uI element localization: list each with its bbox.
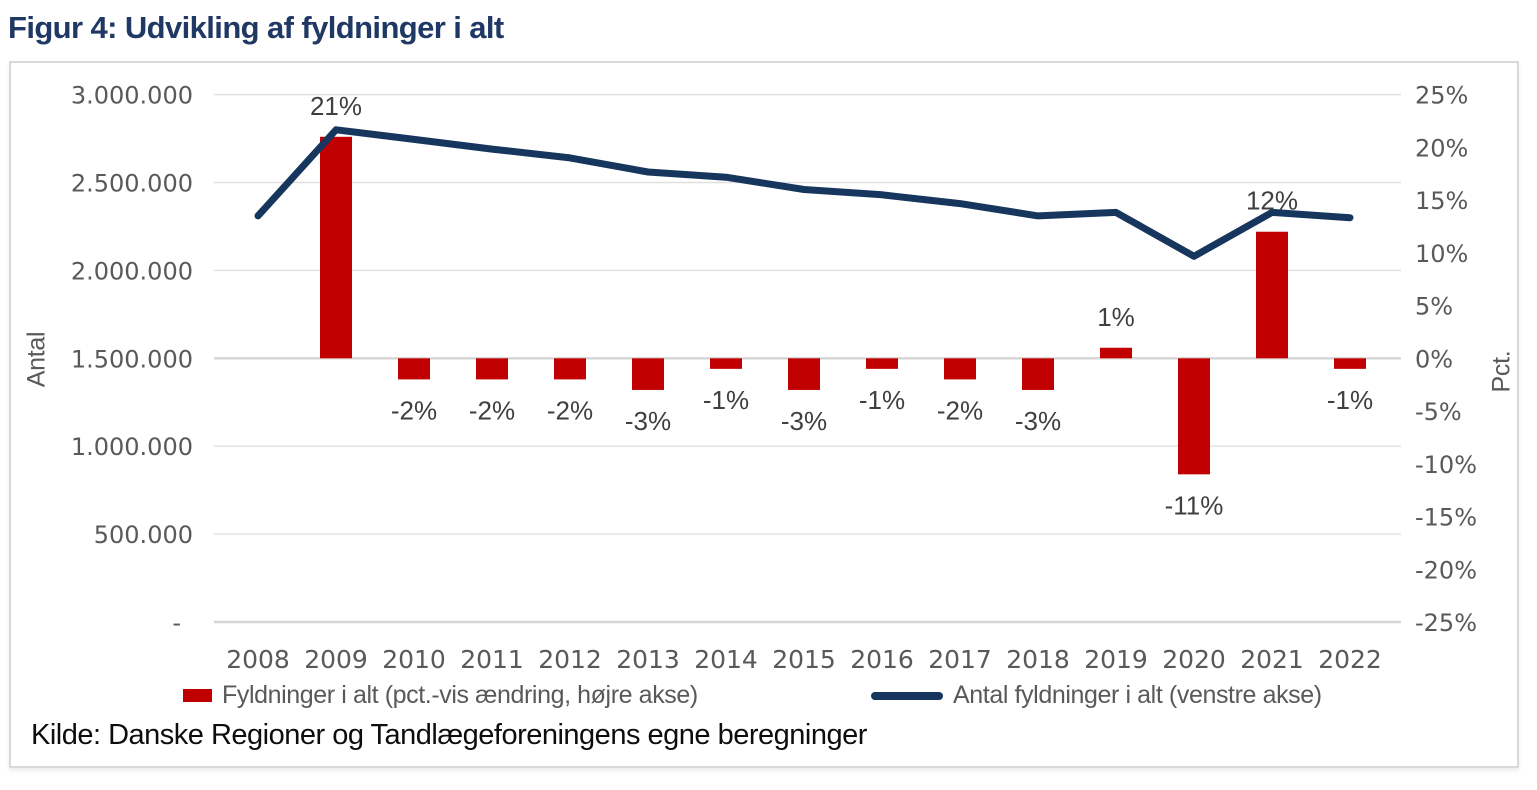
bar-2013 (632, 358, 664, 390)
bar-2011 (476, 358, 508, 380)
line-series (254, 126, 1354, 260)
bar-data-label: -1% (703, 385, 749, 415)
x-axis-tick: 2008 (226, 645, 290, 674)
right-axis-tick: -20% (1415, 556, 1477, 584)
bar-2021 (1256, 231, 1288, 359)
right-axis-tick: 15% (1415, 187, 1468, 215)
x-axis-tick: 2016 (850, 645, 914, 674)
bar-2018 (1022, 358, 1054, 390)
x-axis-tick: 2010 (382, 645, 446, 674)
legend-label-bars: Fyldninger i alt (pct.-vis ændring, højr… (222, 681, 698, 709)
right-axis-tick: -15% (1415, 504, 1477, 532)
bar-data-label: -11% (1165, 490, 1224, 520)
bar-data-label: -2% (469, 395, 515, 425)
bar-data-label: 1% (1097, 302, 1135, 332)
left-axis-tick: 2.000.000 (71, 257, 193, 285)
left-axis-tick: 3.000.000 (71, 82, 193, 110)
left-axis-tick: 1.000.000 (71, 433, 193, 461)
right-axis-tick: 25% (1415, 82, 1468, 110)
source-note: Kilde: Danske Regioner og Tandlægeforeni… (31, 719, 867, 751)
bar-data-label: -3% (1015, 406, 1061, 436)
bar-data-label: -3% (781, 406, 827, 436)
bar-2012 (554, 358, 586, 380)
bar-2014 (710, 358, 742, 369)
right-axis-tick: 5% (1415, 293, 1453, 321)
x-axis-tick: 2018 (1006, 645, 1070, 674)
left-axis-tick: 500.000 (94, 521, 193, 549)
bar-2022 (1334, 358, 1366, 369)
bar-2010 (398, 358, 430, 380)
bar-data-label: -2% (391, 395, 437, 425)
right-axis-tick: -5% (1415, 398, 1462, 426)
legend-item-line: Antal fyldninger i alt (venstre akse) (871, 681, 1322, 710)
x-axis-tick: 2015 (772, 645, 836, 674)
right-axis-tick: -10% (1415, 451, 1477, 479)
right-axis-tick: -25% (1415, 609, 1477, 637)
x-axis-tick: 2021 (1240, 645, 1304, 674)
right-axis-tick: 0% (1415, 345, 1453, 373)
bar-data-label: -1% (859, 385, 905, 415)
bar-2019 (1100, 347, 1132, 359)
bar-2015 (788, 358, 820, 390)
right-axis-tick: 20% (1415, 134, 1468, 162)
x-axis-tick: 2022 (1318, 645, 1382, 674)
bar-2009 (320, 136, 352, 359)
bar-data-label: -1% (1327, 385, 1373, 415)
legend-item-bars: Fyldninger i alt (pct.-vis ændring, højr… (183, 681, 698, 710)
chart-container: 21% -2% -2% -2% -3% -1% -3% -1% -2% -3% 1% -11% 12% -… (9, 61, 1519, 768)
bar-data-label: 12% (1246, 186, 1298, 216)
x-axis-tick: 2020 (1162, 645, 1226, 674)
bar-2016 (866, 358, 898, 369)
figure-title: Figur 4: Udvikling af fyldninger i alt (8, 10, 504, 45)
x-axis-tick: 2011 (460, 645, 524, 674)
left-axis-tick: 2.500.000 (71, 170, 193, 198)
bar-data-label: 21% (310, 91, 362, 121)
left-axis-title: Antal (22, 331, 51, 388)
x-axis-tick: 2012 (538, 645, 602, 674)
bar-data-label: -2% (937, 395, 983, 425)
x-axis-tick: 2009 (304, 645, 368, 674)
combo-chart-plot: 21% -2% -2% -2% -3% -1% -3% -1% -2% -3% 1% -11% 12% -… (71, 82, 1477, 674)
line-series-swatch-icon (871, 691, 943, 700)
bar-series-swatch-icon (183, 689, 212, 702)
bar-2020 (1178, 358, 1210, 475)
x-axis-tick: 2013 (616, 645, 680, 674)
bar-2017 (944, 358, 976, 380)
right-axis-title: Pct. (1487, 350, 1516, 393)
bar-data-label: -2% (547, 395, 593, 425)
x-axis-tick: 2014 (694, 645, 758, 674)
x-axis-tick: 2017 (928, 645, 992, 674)
bar-data-label: -3% (625, 406, 671, 436)
right-axis-tick: 10% (1415, 240, 1468, 268)
left-axis-tick: 1.500.000 (71, 345, 193, 373)
left-axis-tick: - (172, 609, 181, 637)
legend-label-line: Antal fyldninger i alt (venstre akse) (953, 681, 1322, 709)
x-axis-tick: 2019 (1084, 645, 1148, 674)
